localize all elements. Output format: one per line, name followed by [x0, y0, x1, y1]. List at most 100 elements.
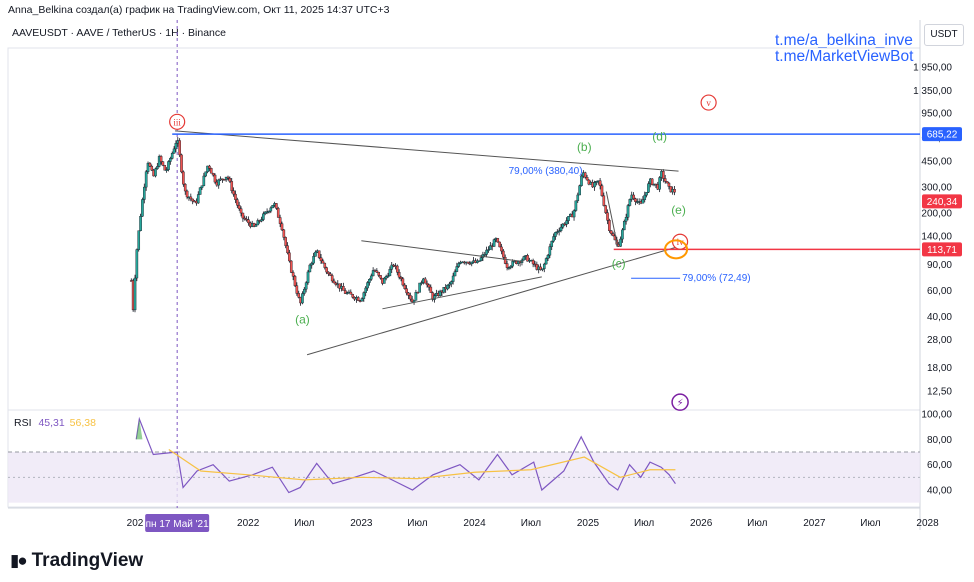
time-axis-label: 202 [127, 518, 144, 529]
tradingview-logo-icon: ▮● [10, 551, 28, 570]
candle-body [198, 187, 202, 195]
candle-body [509, 265, 513, 268]
candle-body [608, 220, 611, 231]
wave-label: v [706, 98, 711, 108]
candle-body [169, 158, 172, 162]
candle-body [641, 199, 645, 204]
candle-body [148, 162, 152, 167]
candle-body [302, 288, 306, 294]
candle-body [375, 270, 379, 273]
candle-body [137, 230, 141, 250]
price-axis-label: 28,00 [927, 335, 952, 346]
candle-body [141, 199, 144, 217]
candle-body [325, 267, 328, 273]
candle-body [489, 245, 492, 250]
price-axis-label: 1 350,00 [913, 86, 952, 97]
candle-body [196, 194, 200, 204]
candle-body [541, 268, 544, 271]
candle-body [364, 287, 367, 293]
candle-body [580, 175, 583, 186]
candle-body [572, 210, 576, 218]
candle-body [362, 292, 366, 299]
candle-body [150, 165, 154, 171]
candle-body [297, 293, 301, 298]
price-axis-label: 450,00 [921, 157, 952, 168]
candle-body [319, 257, 323, 262]
candle-body [507, 267, 511, 269]
rsi-legend-value: 45,31 [38, 417, 65, 429]
candle-body [234, 193, 237, 200]
candle-body [247, 219, 250, 224]
time-axis-label: 2024 [463, 518, 486, 529]
candle-body [593, 182, 596, 188]
candle-body [511, 261, 514, 267]
time-axis-label: Июл [407, 518, 427, 529]
candle-body [544, 258, 548, 265]
currency-button[interactable]: USDT [924, 24, 964, 46]
candle-body [317, 250, 321, 258]
wave-label: iv [677, 237, 685, 247]
candle-body [598, 180, 602, 186]
candle-body [312, 256, 315, 264]
candle-body [236, 199, 239, 206]
candle-body [271, 204, 274, 209]
candle-body [267, 210, 271, 213]
rsi-axis-label: 60,00 [927, 460, 952, 471]
candle-body [217, 179, 221, 186]
candle-body [282, 229, 286, 238]
tradingview-logo[interactable]: ▮● TradingView [10, 550, 143, 572]
rsi-legend: RSI 45,31 56,38 [14, 417, 96, 429]
candle-body [232, 190, 235, 195]
candle-body [260, 219, 263, 222]
telegram-link-2[interactable]: t.me/MarketViewBot [775, 48, 914, 65]
candle-body [369, 275, 373, 280]
candle-body [561, 223, 565, 228]
candle-body [466, 261, 470, 264]
candle-body [606, 212, 609, 221]
rsi-line [135, 416, 676, 494]
time-axis-label: 2022 [237, 518, 260, 529]
candle-body [552, 236, 555, 242]
telegram-link-1[interactable]: t.me/a_belkina_inve [775, 33, 913, 49]
wave-label: (a) [295, 313, 310, 327]
candle-body [658, 177, 661, 190]
candle-body [237, 205, 241, 209]
symbol-description[interactable]: AAVEUSDT · AAVE / TetherUS · 1H · Binanc… [12, 27, 226, 39]
candle-body [280, 223, 284, 231]
candle-body [172, 148, 176, 154]
candle-body [442, 287, 446, 293]
candle-body [522, 256, 526, 261]
candle-body [191, 198, 194, 202]
price-axis-label: 12,50 [927, 387, 952, 398]
candle-body [351, 294, 354, 298]
candle-body [371, 270, 375, 277]
candle-body [360, 298, 364, 302]
price-axis-label: 950,00 [921, 109, 952, 120]
candle-body [356, 297, 360, 301]
candle-body [539, 266, 542, 271]
candle-body [167, 161, 170, 170]
candle-body [278, 217, 282, 224]
rsi-axis-label: 40,00 [927, 486, 952, 497]
candle-body [170, 152, 174, 159]
candle-body [200, 185, 204, 188]
trend-line [306, 246, 678, 356]
rsi-legend-name: RSI [14, 417, 32, 429]
candle-body [174, 143, 178, 150]
candle-body [133, 277, 137, 311]
candle-body [182, 171, 185, 185]
candle-body [496, 238, 500, 243]
candle-body [304, 282, 308, 290]
time-axis-label: 2023 [350, 518, 373, 529]
candle-body [485, 249, 488, 255]
price-label-bg [922, 127, 962, 142]
time-axis-label: Июл [521, 518, 541, 529]
rsi-ma-line [168, 448, 676, 481]
candle-body [330, 275, 334, 282]
candle-body [222, 179, 226, 181]
candle-body [457, 263, 461, 267]
price-axis-label: 40,00 [927, 312, 952, 323]
trend-line [605, 191, 619, 248]
